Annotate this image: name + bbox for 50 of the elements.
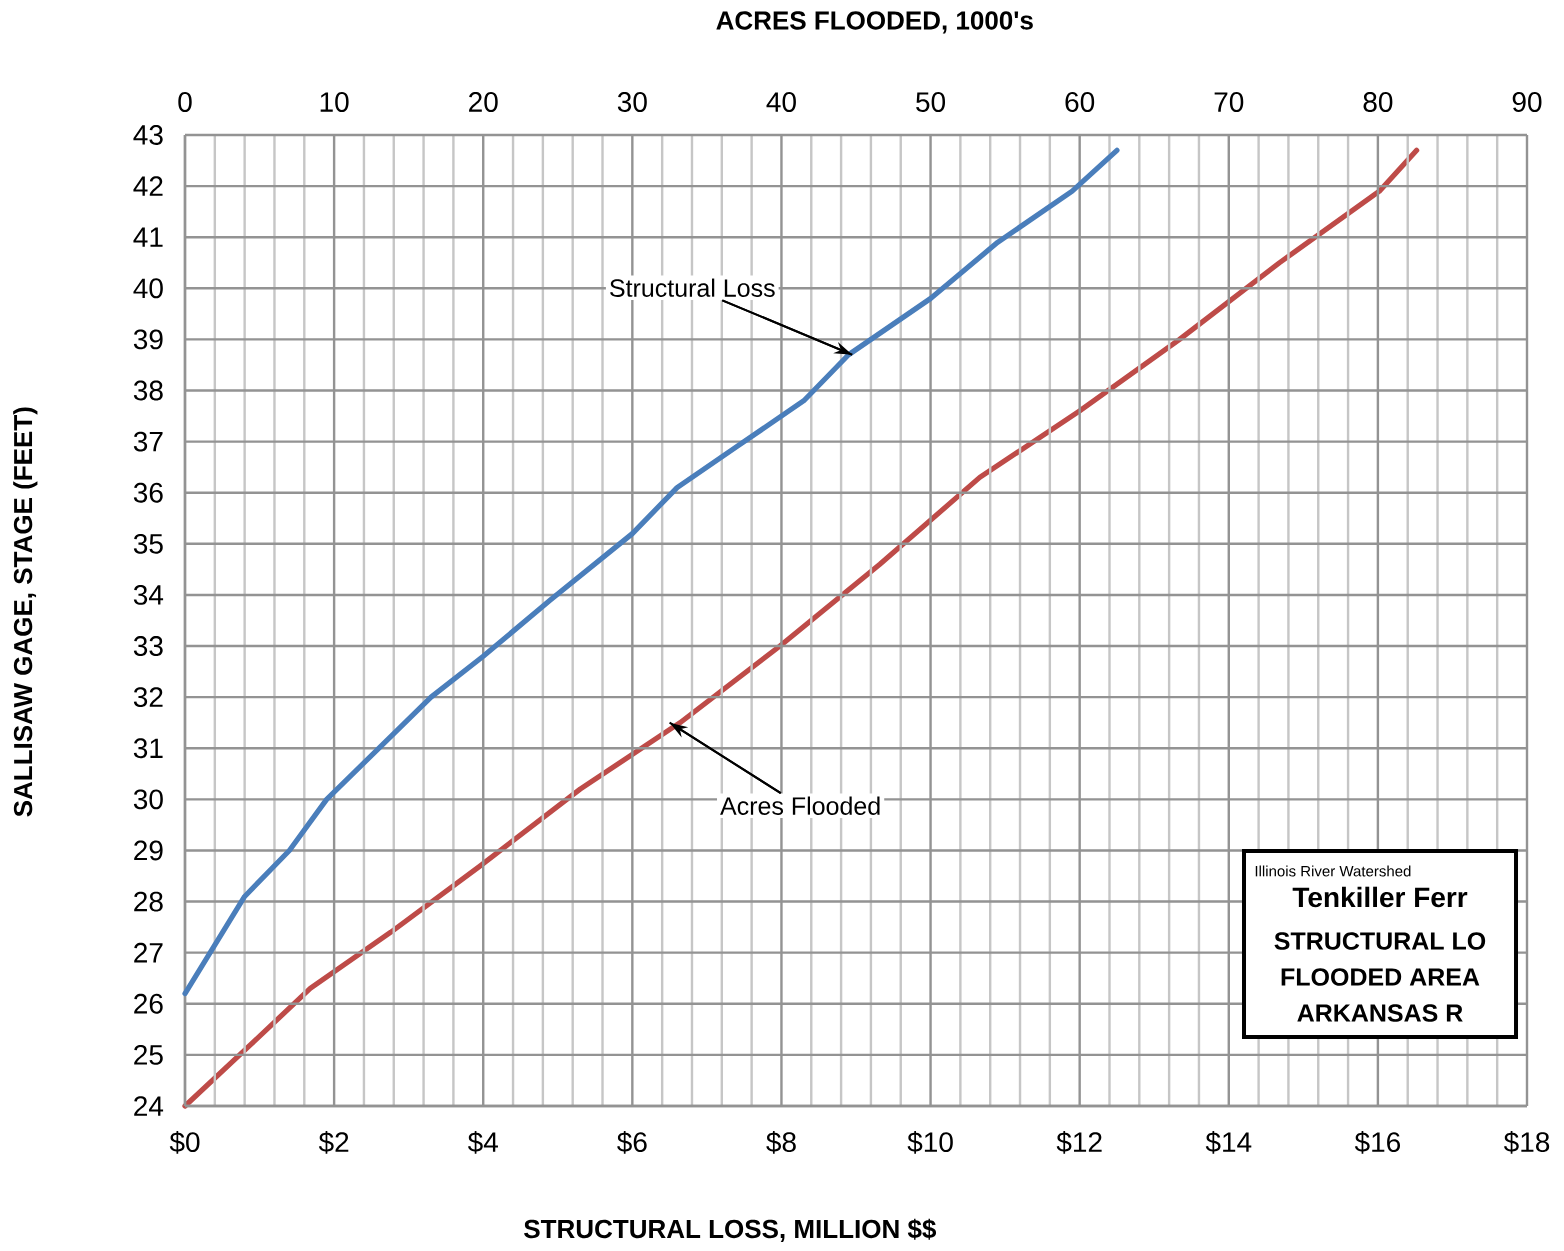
x2-tick-label: 70 bbox=[1214, 92, 1244, 112]
x2-tick-label: 0 bbox=[178, 92, 192, 112]
y-tick-label: 40 bbox=[133, 278, 163, 299]
x-tick-label: $10 bbox=[907, 1131, 953, 1154]
y-tick-label: 37 bbox=[133, 431, 163, 452]
x-tick-label: $0 bbox=[169, 1131, 200, 1154]
x-tick-label: $2 bbox=[318, 1131, 349, 1154]
y-tick-label: 34 bbox=[133, 585, 164, 605]
y-tick-label: 39 bbox=[133, 329, 163, 350]
annotation: FLOODED AREA bbox=[1281, 968, 1480, 986]
y-tick-label: 26 bbox=[134, 993, 163, 1014]
y-tick-label: 30 bbox=[133, 789, 163, 810]
x2-axis-title: ACRES FLOODED, 1000's bbox=[716, 11, 1033, 34]
y-axis-title: SALLISAW GAGE, STAGE (FEET) bbox=[13, 407, 38, 817]
annotation: Illinois River Watershed bbox=[1255, 865, 1411, 877]
x2-tick-label: 60 bbox=[1065, 92, 1095, 112]
annotation: Tenkiller Ferr bbox=[1292, 886, 1468, 908]
y-tick-label: 33 bbox=[133, 636, 163, 656]
annotation: Acres Flooded bbox=[720, 796, 880, 815]
x-tick-label: $16 bbox=[1354, 1131, 1401, 1154]
x2-tick-label: 50 bbox=[916, 92, 946, 112]
x-tick-label: $8 bbox=[766, 1131, 796, 1154]
x-tick-label: $4 bbox=[467, 1131, 498, 1154]
y-tick-label: 24 bbox=[134, 1096, 164, 1116]
x-tick-label: $14 bbox=[1205, 1131, 1252, 1154]
x2-tick-label: 90 bbox=[1512, 92, 1542, 112]
x-tick-label: $18 bbox=[1503, 1131, 1550, 1154]
x-tick-label: $12 bbox=[1056, 1131, 1102, 1154]
y-tick-label: 41 bbox=[133, 227, 163, 247]
annotation: Structural Loss bbox=[610, 278, 775, 297]
x2-tick-label: 30 bbox=[617, 92, 647, 112]
x-axis-title: STRUCTURAL LOSS, MILLION $$ bbox=[524, 1218, 937, 1242]
y-tick-label: 27 bbox=[134, 942, 163, 963]
y-tick-label: 29 bbox=[134, 840, 163, 861]
y-tick-label: 35 bbox=[133, 533, 163, 554]
x2-tick-label: 10 bbox=[320, 92, 349, 112]
y-tick-label: 42 bbox=[133, 176, 163, 196]
y-tick-label: 36 bbox=[133, 482, 163, 503]
annotation: STRUCTURAL LO bbox=[1274, 932, 1486, 950]
y-tick-label: 28 bbox=[134, 891, 163, 912]
x2-tick-label: 80 bbox=[1363, 92, 1393, 112]
y-tick-label: 31 bbox=[133, 738, 163, 759]
y-tick-label: 32 bbox=[133, 687, 163, 708]
y-tick-label: 38 bbox=[133, 380, 163, 401]
y-tick-label: 43 bbox=[133, 125, 163, 145]
x2-tick-label: 40 bbox=[766, 92, 796, 112]
y-tick-label: 25 bbox=[134, 1044, 163, 1065]
x2-tick-label: 20 bbox=[469, 92, 498, 112]
x-tick-label: $6 bbox=[617, 1131, 647, 1154]
annotation: ARKANSAS R bbox=[1297, 1004, 1463, 1022]
